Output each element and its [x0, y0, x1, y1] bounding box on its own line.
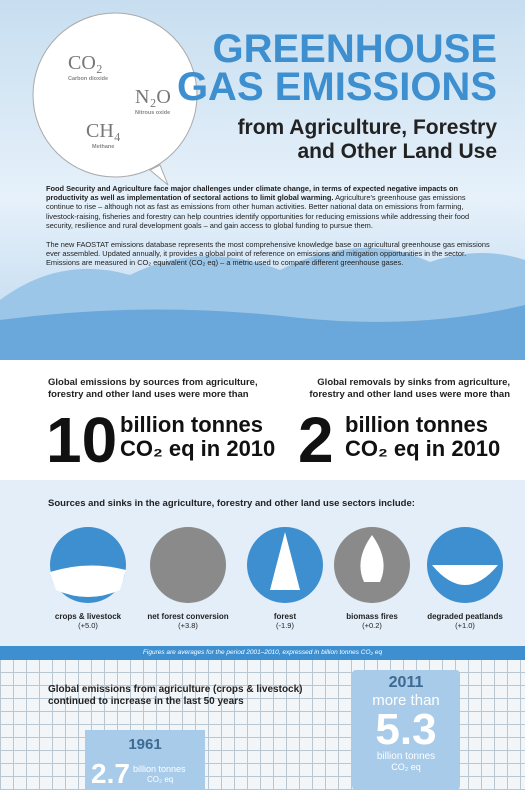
title-line: GAS EMISSIONS [176, 65, 497, 109]
icons [50, 527, 503, 603]
icon-field [50, 565, 126, 597]
header-art [0, 12, 525, 360]
box-2011: 2011 more than 5.3 billion tonnes CO₂ eq [352, 670, 460, 790]
title-line: GREENHOUSE [212, 27, 498, 71]
number: 2.7 [91, 758, 130, 789]
stat-unit: billion tonnes [120, 412, 263, 437]
unit: CO₂ eq [147, 775, 174, 784]
source-value: (+3.8) [178, 621, 198, 630]
gas-formula: CO₂ [68, 52, 103, 74]
intro-bold: Food Security and Agriculture face major… [46, 184, 459, 203]
fields [0, 305, 525, 360]
subtitle-line: and Other Land Use [297, 140, 497, 163]
icon-water [432, 565, 498, 585]
year: 1961 [128, 736, 162, 753]
source-value: (+0.2) [362, 621, 382, 630]
year: 2011 [388, 674, 424, 691]
source-item: crops & livestock (+5.0) [33, 612, 143, 630]
source-value: (+1.0) [455, 621, 475, 630]
bubble [32, 12, 198, 178]
sources-heading: Sources and sinks in the agriculture, fo… [48, 498, 415, 509]
box-1961: 1961 2.7 billion tonnes CO₂ eq [85, 730, 205, 790]
stat-unit: billion tonnes [345, 412, 488, 437]
icon-forest-conversion [150, 527, 226, 603]
source-item: net forest conversion (+3.8) [133, 612, 243, 630]
source-item: degraded peatlands (+1.0) [410, 612, 520, 630]
source-name: biomass fires [346, 612, 398, 621]
intro-p2: The new FAOSTAT emissions database repre… [46, 240, 490, 268]
source-value: (+5.0) [78, 621, 98, 630]
icon-tree [270, 532, 300, 590]
gas-formula: N₂O [135, 86, 171, 108]
gas-name: Carbon dioxide [68, 76, 109, 82]
unit: billion tonnes [133, 764, 186, 774]
number: 5.3 [375, 705, 437, 754]
source-value: (-1.9) [276, 621, 294, 630]
stat-label: Global removals by sinks from agricultur… [309, 377, 510, 400]
title: GREENHOUSE GAS EMISSIONS [176, 27, 498, 109]
icon-flame [360, 535, 384, 582]
source-item: forest (-1.9) [230, 612, 340, 630]
subtitle-line: from Agriculture, Forestry [237, 116, 497, 139]
stat-number: 2 [298, 404, 334, 476]
stat-unit: CO₂ eq in 2010 [120, 436, 276, 461]
source-item: biomass fires (+0.2) [317, 612, 427, 630]
intro-p1: Food Security and Agriculture face major… [46, 184, 494, 230]
trend-heading: Global emissions from agriculture (crops… [48, 684, 303, 707]
unit: CO₂ eq [391, 762, 421, 772]
intro-text: Agriculture's greenhouse gas emissions c… [46, 193, 470, 230]
note: Figures are averages for the period 2001… [0, 646, 525, 660]
stat-number: 10 [46, 404, 118, 476]
gas-name: Methane [92, 144, 115, 150]
gas-name: Nitrous oxide [135, 110, 171, 116]
bubble-tail [149, 164, 169, 186]
gas-formula: CH₄ [86, 120, 121, 142]
source-name: degraded peatlands [427, 612, 503, 621]
subtitle: from Agriculture, Forestry and Other Land… [238, 116, 497, 164]
source-name: net forest conversion [147, 612, 229, 621]
stat-label: Global emissions by sources from agricul… [48, 377, 258, 400]
prefix: more than [372, 692, 440, 709]
unit: billion tonnes [376, 751, 436, 762]
stat-unit: CO₂ eq in 2010 [345, 436, 501, 461]
source-name: crops & livestock [54, 612, 122, 621]
source-name: forest [273, 612, 297, 621]
